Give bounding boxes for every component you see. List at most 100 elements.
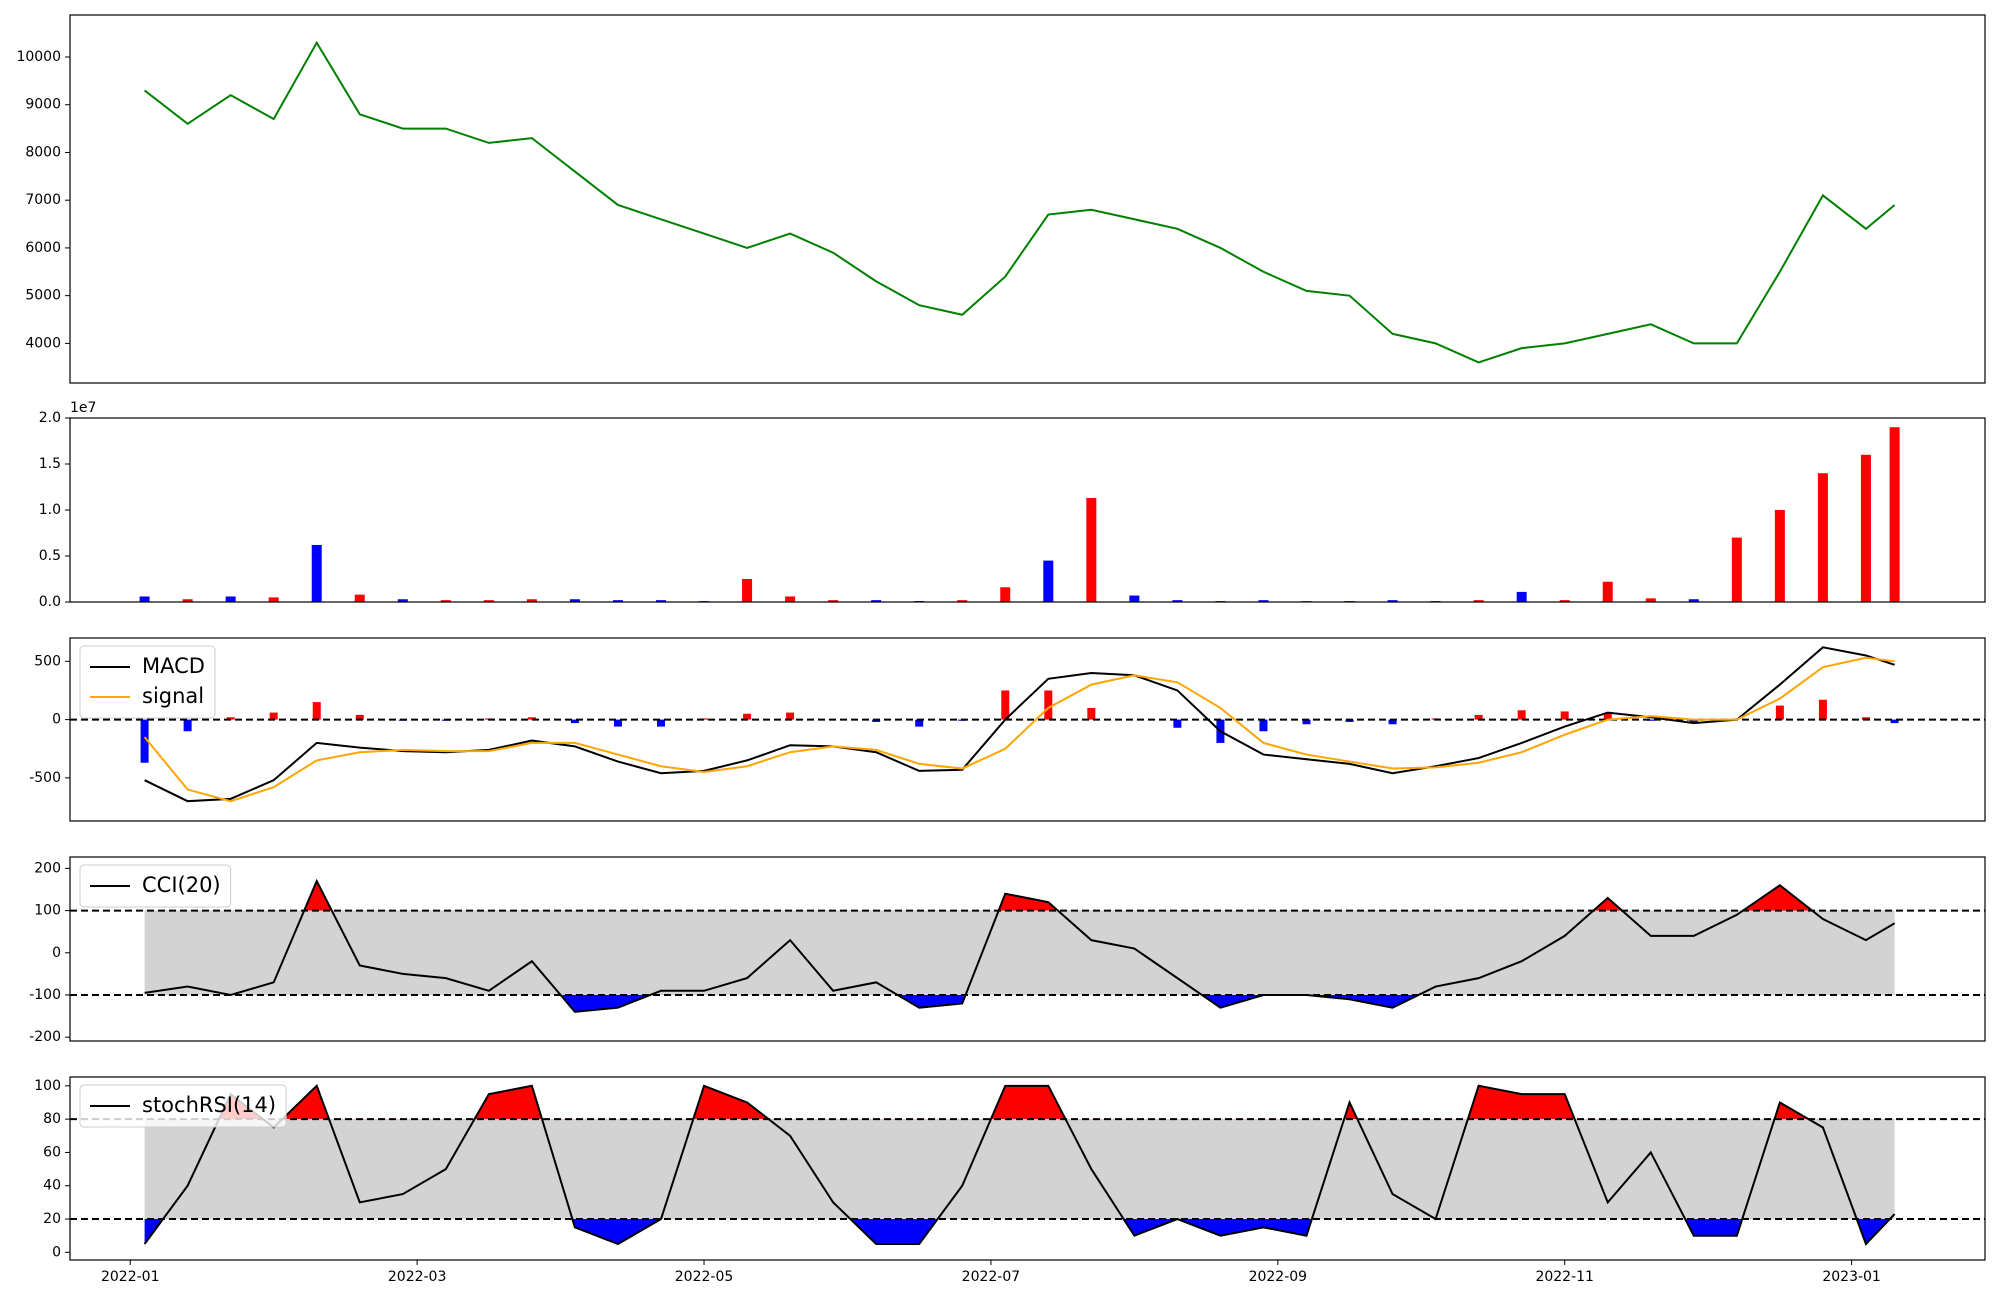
y-tick-label: 5000 <box>25 288 61 304</box>
y-tick-label: 8000 <box>25 144 61 160</box>
volume-bar <box>1258 600 1269 602</box>
threshold-fill <box>144 995 1895 1012</box>
y-tick-label: 7000 <box>25 192 61 208</box>
volume-bar <box>1172 600 1183 602</box>
volume-bar <box>569 599 580 602</box>
volume-bar <box>483 600 494 602</box>
histogram-bar <box>656 719 665 727</box>
axis-offset-label: 1e7 <box>70 400 96 416</box>
histogram-bar <box>269 712 278 720</box>
y-tick-label: 1.5 <box>39 456 61 472</box>
volume-bar <box>139 596 150 602</box>
volume-bar <box>182 599 193 602</box>
volume-bar <box>828 600 839 602</box>
band <box>144 1119 1895 1220</box>
legend-label: MACD <box>142 654 205 678</box>
series-line <box>144 646 1895 803</box>
histogram-bar <box>743 713 752 720</box>
histogram-bar <box>1001 690 1010 720</box>
series-line <box>143 656 1895 803</box>
volume-bar <box>1516 591 1527 602</box>
volume-bar <box>311 544 322 602</box>
y-tick-label: 100 <box>34 1078 61 1094</box>
volume-bar <box>440 600 451 602</box>
volume-bar <box>742 579 753 602</box>
histogram-bar <box>1474 714 1483 720</box>
y-tick-label: 20 <box>43 1211 61 1227</box>
histogram-bar <box>1560 711 1569 720</box>
histogram-bar <box>1517 710 1526 720</box>
volume-bar <box>1043 560 1054 602</box>
histogram-bar <box>1259 719 1268 732</box>
volume-bar <box>354 594 365 602</box>
series-line <box>144 878 1896 1013</box>
volume-bar <box>957 600 968 602</box>
histogram-bar <box>872 719 881 722</box>
histogram-bar <box>1775 705 1784 720</box>
y-tick-label: 10000 <box>16 49 61 65</box>
histogram-bar <box>226 717 235 720</box>
y-tick-label: 0.0 <box>39 594 61 610</box>
y-tick-label: -500 <box>29 770 61 786</box>
histogram-bar <box>915 719 924 727</box>
volume-bar <box>871 600 882 602</box>
legend-label: CCI(20) <box>142 873 221 897</box>
histogram-bar <box>140 719 149 763</box>
y-tick-label: 60 <box>43 1144 61 1160</box>
volume-bar <box>785 596 796 602</box>
histogram-bar <box>570 719 579 724</box>
volume-bar <box>526 599 537 602</box>
histogram-bar <box>1603 712 1612 720</box>
y-tick-label: 100 <box>34 903 61 919</box>
x-tick-label: 2022-09 <box>1249 1269 1308 1285</box>
legend-label: signal <box>142 684 204 708</box>
y-tick-label: 4000 <box>25 335 61 351</box>
x-tick-label: 2022-05 <box>675 1269 734 1285</box>
legend-box <box>79 1084 287 1128</box>
y-tick-label: 200 <box>34 860 61 876</box>
volume-bar <box>1000 587 1011 602</box>
histogram-bar <box>1087 707 1096 720</box>
threshold-fill <box>144 881 1895 911</box>
volume-bar <box>1086 498 1097 602</box>
histogram-bar <box>1044 690 1053 720</box>
y-tick-label: -100 <box>29 987 61 1003</box>
histogram-bar <box>613 719 622 727</box>
x-tick-label: 2022-01 <box>101 1269 160 1285</box>
volume-bar <box>1688 599 1699 602</box>
y-tick-label: 6000 <box>25 240 61 256</box>
histogram-bar <box>1302 719 1311 725</box>
y-tick-label: -200 <box>29 1029 61 1045</box>
histogram-bar <box>1173 719 1182 728</box>
series-line <box>143 1084 1896 1246</box>
x-tick-label: 2022-03 <box>388 1269 447 1285</box>
histogram-bar <box>1890 719 1899 724</box>
histogram-bar <box>786 712 795 720</box>
histogram-bar <box>355 714 364 720</box>
histogram-bar <box>1646 719 1655 721</box>
volume-bar <box>1559 600 1570 602</box>
threshold-fill <box>144 1219 1895 1245</box>
y-tick-label: 9000 <box>25 97 61 113</box>
legend-label: stochRSI(14) <box>142 1093 276 1117</box>
y-tick-label: 0 <box>52 945 61 961</box>
volume-bar <box>1860 454 1871 602</box>
band <box>144 910 1895 995</box>
y-tick-label: 1.0 <box>39 502 61 518</box>
histogram-bar <box>1861 717 1870 720</box>
plot-frame <box>69 1076 1986 1261</box>
histogram-bar <box>1388 719 1397 725</box>
histogram-bar <box>527 717 536 720</box>
histogram-bar <box>1818 699 1827 720</box>
y-tick-label: 80 <box>43 1111 61 1127</box>
x-tick-label: 2022-11 <box>1535 1269 1594 1285</box>
legend-box <box>79 864 232 908</box>
volume-bar <box>1774 510 1785 602</box>
y-tick-label: 2.0 <box>39 410 61 426</box>
volume-bar <box>1731 537 1742 602</box>
volume-bar <box>655 600 666 602</box>
volume-bar <box>1602 581 1613 602</box>
y-tick-label: 500 <box>34 653 61 669</box>
x-tick-label: 2023-01 <box>1822 1269 1881 1285</box>
